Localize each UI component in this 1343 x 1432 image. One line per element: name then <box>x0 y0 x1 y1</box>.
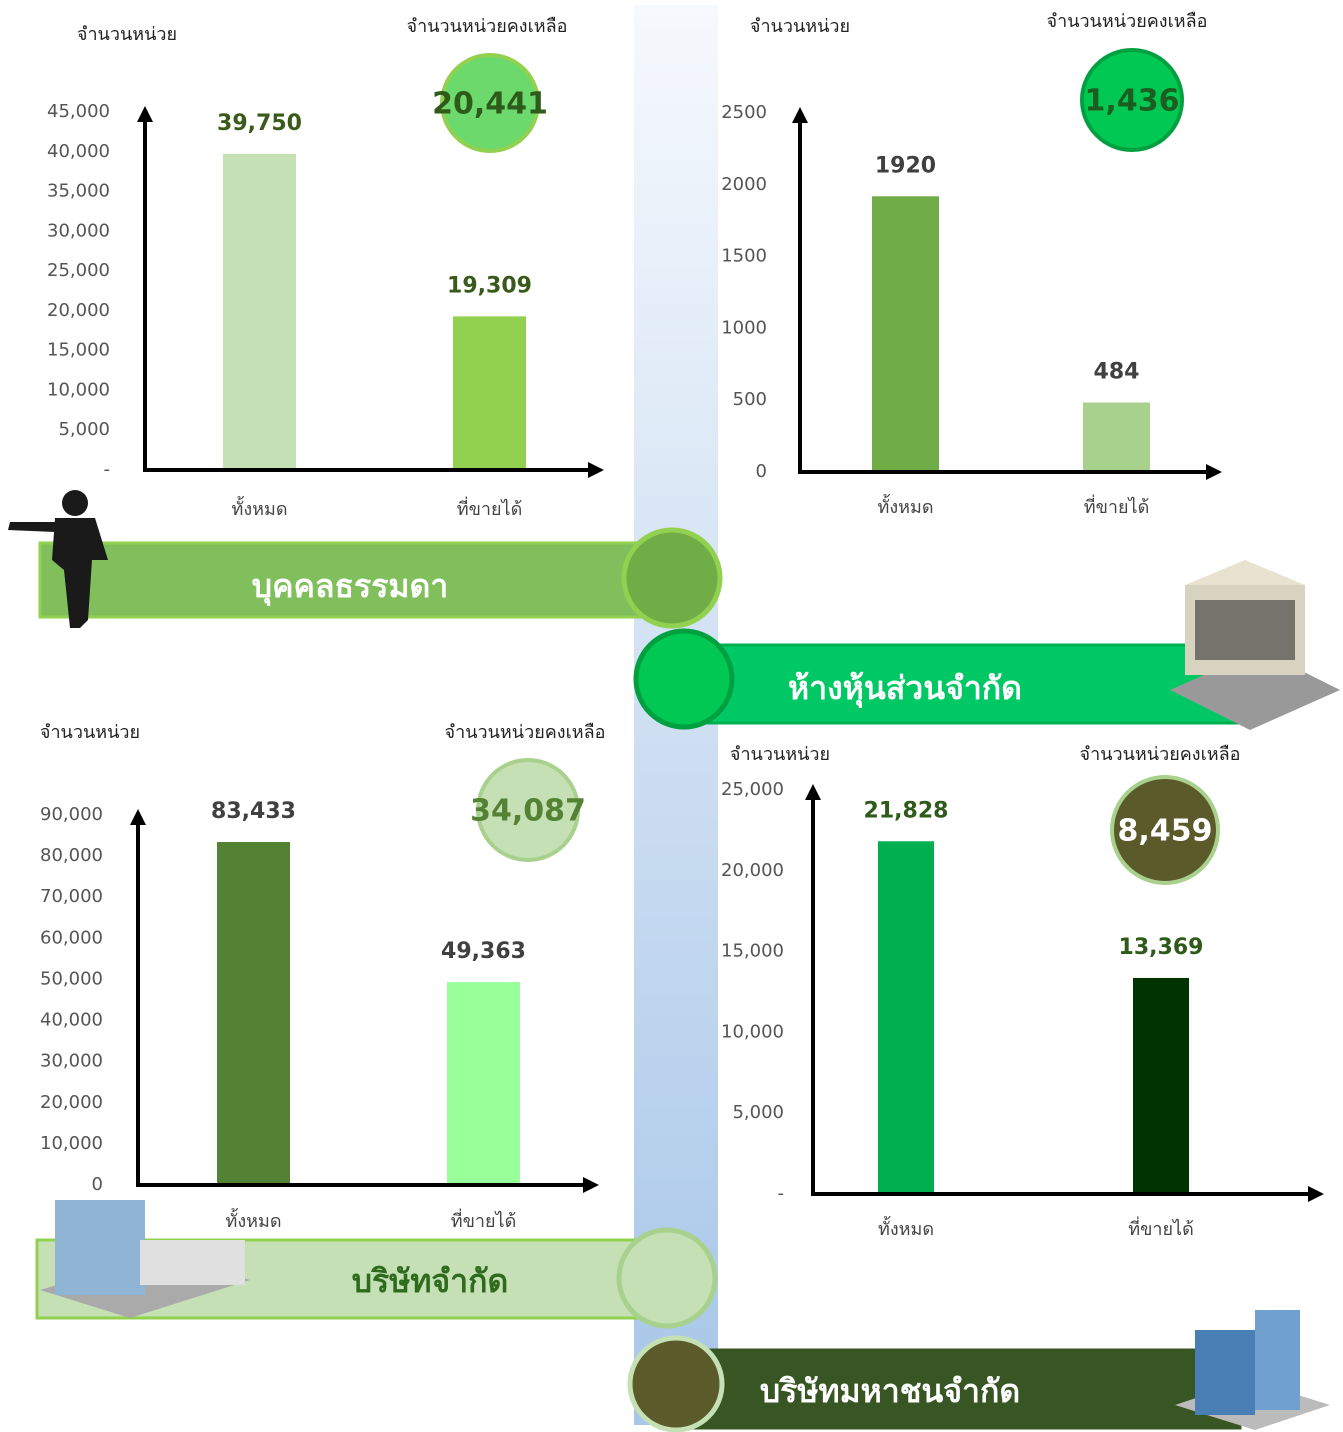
banner-circle <box>630 1338 722 1430</box>
y-tick-label: - <box>104 459 111 480</box>
y-tick-label: 10,000 <box>40 1133 103 1154</box>
bar <box>1083 402 1150 472</box>
x-arrow <box>583 1177 599 1193</box>
y-axis-label: จำนวนหน่วย <box>750 16 850 37</box>
bar <box>1133 978 1189 1194</box>
banner-title: บริษัทมหาชนจำกัด <box>760 1372 1020 1410</box>
banner-circle <box>636 631 732 727</box>
tower-icon <box>1175 1310 1330 1430</box>
y-tick-label: 15,000 <box>721 941 784 962</box>
y-tick-label: 500 <box>733 389 767 410</box>
data-label: 1920 <box>875 153 936 178</box>
banner-title: บุคคลธรรมดา <box>252 567 448 607</box>
x-tick-label: ทั้งหมด <box>877 494 933 518</box>
banner-circle <box>624 530 720 626</box>
x-tick-label: ที่ขายได้ <box>451 1208 517 1232</box>
x-arrow <box>1206 464 1222 480</box>
x-tick-label: ทั้งหมด <box>878 1216 934 1240</box>
y-tick-label: 5,000 <box>58 419 110 440</box>
y-tick-label: 25,000 <box>47 260 110 281</box>
y-tick-label: 20,000 <box>721 860 784 881</box>
y-axis-label: จำนวนหน่วย <box>77 24 177 45</box>
y-tick-label: 1500 <box>721 246 767 267</box>
y-tick-label: 15,000 <box>47 340 110 361</box>
y-tick-label: 2000 <box>721 174 767 195</box>
y-tick-label: 80,000 <box>40 845 103 866</box>
y-axis-label: จำนวนหน่วย <box>730 744 830 765</box>
y-tick-label: 10,000 <box>47 379 110 400</box>
y-tick-label: 0 <box>92 1174 103 1195</box>
remaining-title: จำนวนหน่วยคงเหลือ <box>407 16 568 37</box>
x-arrow <box>588 462 604 478</box>
y-tick-label: 45,000 <box>47 101 110 122</box>
remaining-title: จำนวนหน่วยคงเหลือ <box>445 722 606 743</box>
y-tick-label: 50,000 <box>40 968 103 989</box>
data-label: 39,750 <box>217 111 302 136</box>
remaining-value: 8,459 <box>1118 814 1213 849</box>
x-arrow <box>1308 1186 1324 1202</box>
y-arrow <box>137 106 153 122</box>
bar <box>878 841 934 1194</box>
y-tick-label: 30,000 <box>47 220 110 241</box>
y-tick-label: 35,000 <box>47 181 110 202</box>
y-tick-label: 20,000 <box>47 300 110 321</box>
y-tick-label: 2500 <box>721 102 767 123</box>
data-label: 49,363 <box>441 939 526 964</box>
y-axis-label: จำนวนหน่วย <box>40 722 140 743</box>
data-label: 13,369 <box>1119 935 1204 960</box>
x-tick-label: ทั้งหมด <box>225 1208 281 1232</box>
y-tick-label: 10,000 <box>721 1021 784 1042</box>
bar <box>453 316 526 470</box>
data-label: 19,309 <box>447 273 532 298</box>
y-tick-label: 60,000 <box>40 927 103 948</box>
y-tick-label: 1000 <box>721 317 767 338</box>
data-label: 484 <box>1094 359 1140 384</box>
bar <box>447 982 520 1185</box>
data-label: 21,828 <box>864 798 949 823</box>
y-arrow <box>130 809 146 825</box>
banner-title: บริษัทจำกัด <box>352 1262 509 1300</box>
y-arrow <box>792 107 808 123</box>
remaining-value: 20,441 <box>432 87 548 122</box>
y-tick-label: - <box>778 1183 785 1204</box>
bar <box>217 842 290 1185</box>
x-tick-label: ที่ขายได้ <box>1128 1216 1194 1240</box>
banner-circle <box>619 1230 715 1326</box>
banner-title: ห้างหุ้นส่วนจำกัด <box>788 669 1022 709</box>
y-tick-label: 25,000 <box>721 779 784 800</box>
remaining-title: จำนวนหน่วยคงเหลือ <box>1080 744 1241 765</box>
y-tick-label: 40,000 <box>47 141 110 162</box>
y-tick-label: 30,000 <box>40 1051 103 1072</box>
y-tick-label: 90,000 <box>40 804 103 825</box>
y-tick-label: 20,000 <box>40 1092 103 1113</box>
y-arrow <box>805 784 821 800</box>
x-tick-label: ที่ขายได้ <box>457 496 523 520</box>
y-tick-label: 0 <box>756 461 767 482</box>
remaining-value: 1,436 <box>1085 84 1180 119</box>
x-tick-label: ที่ขายได้ <box>1084 494 1150 518</box>
remaining-title: จำนวนหน่วยคงเหลือ <box>1047 11 1208 32</box>
y-tick-label: 40,000 <box>40 1010 103 1031</box>
y-tick-label: 5,000 <box>732 1102 784 1123</box>
bar <box>872 196 939 472</box>
bar <box>223 154 296 470</box>
x-tick-label: ทั้งหมด <box>231 496 287 520</box>
remaining-value: 34,087 <box>470 794 586 829</box>
infographic: บุคคลธรรมดาจำนวนหน่วยจำนวนหน่วยคงเหลือ20… <box>0 0 1343 1432</box>
data-label: 83,433 <box>211 799 296 824</box>
y-tick-label: 70,000 <box>40 886 103 907</box>
